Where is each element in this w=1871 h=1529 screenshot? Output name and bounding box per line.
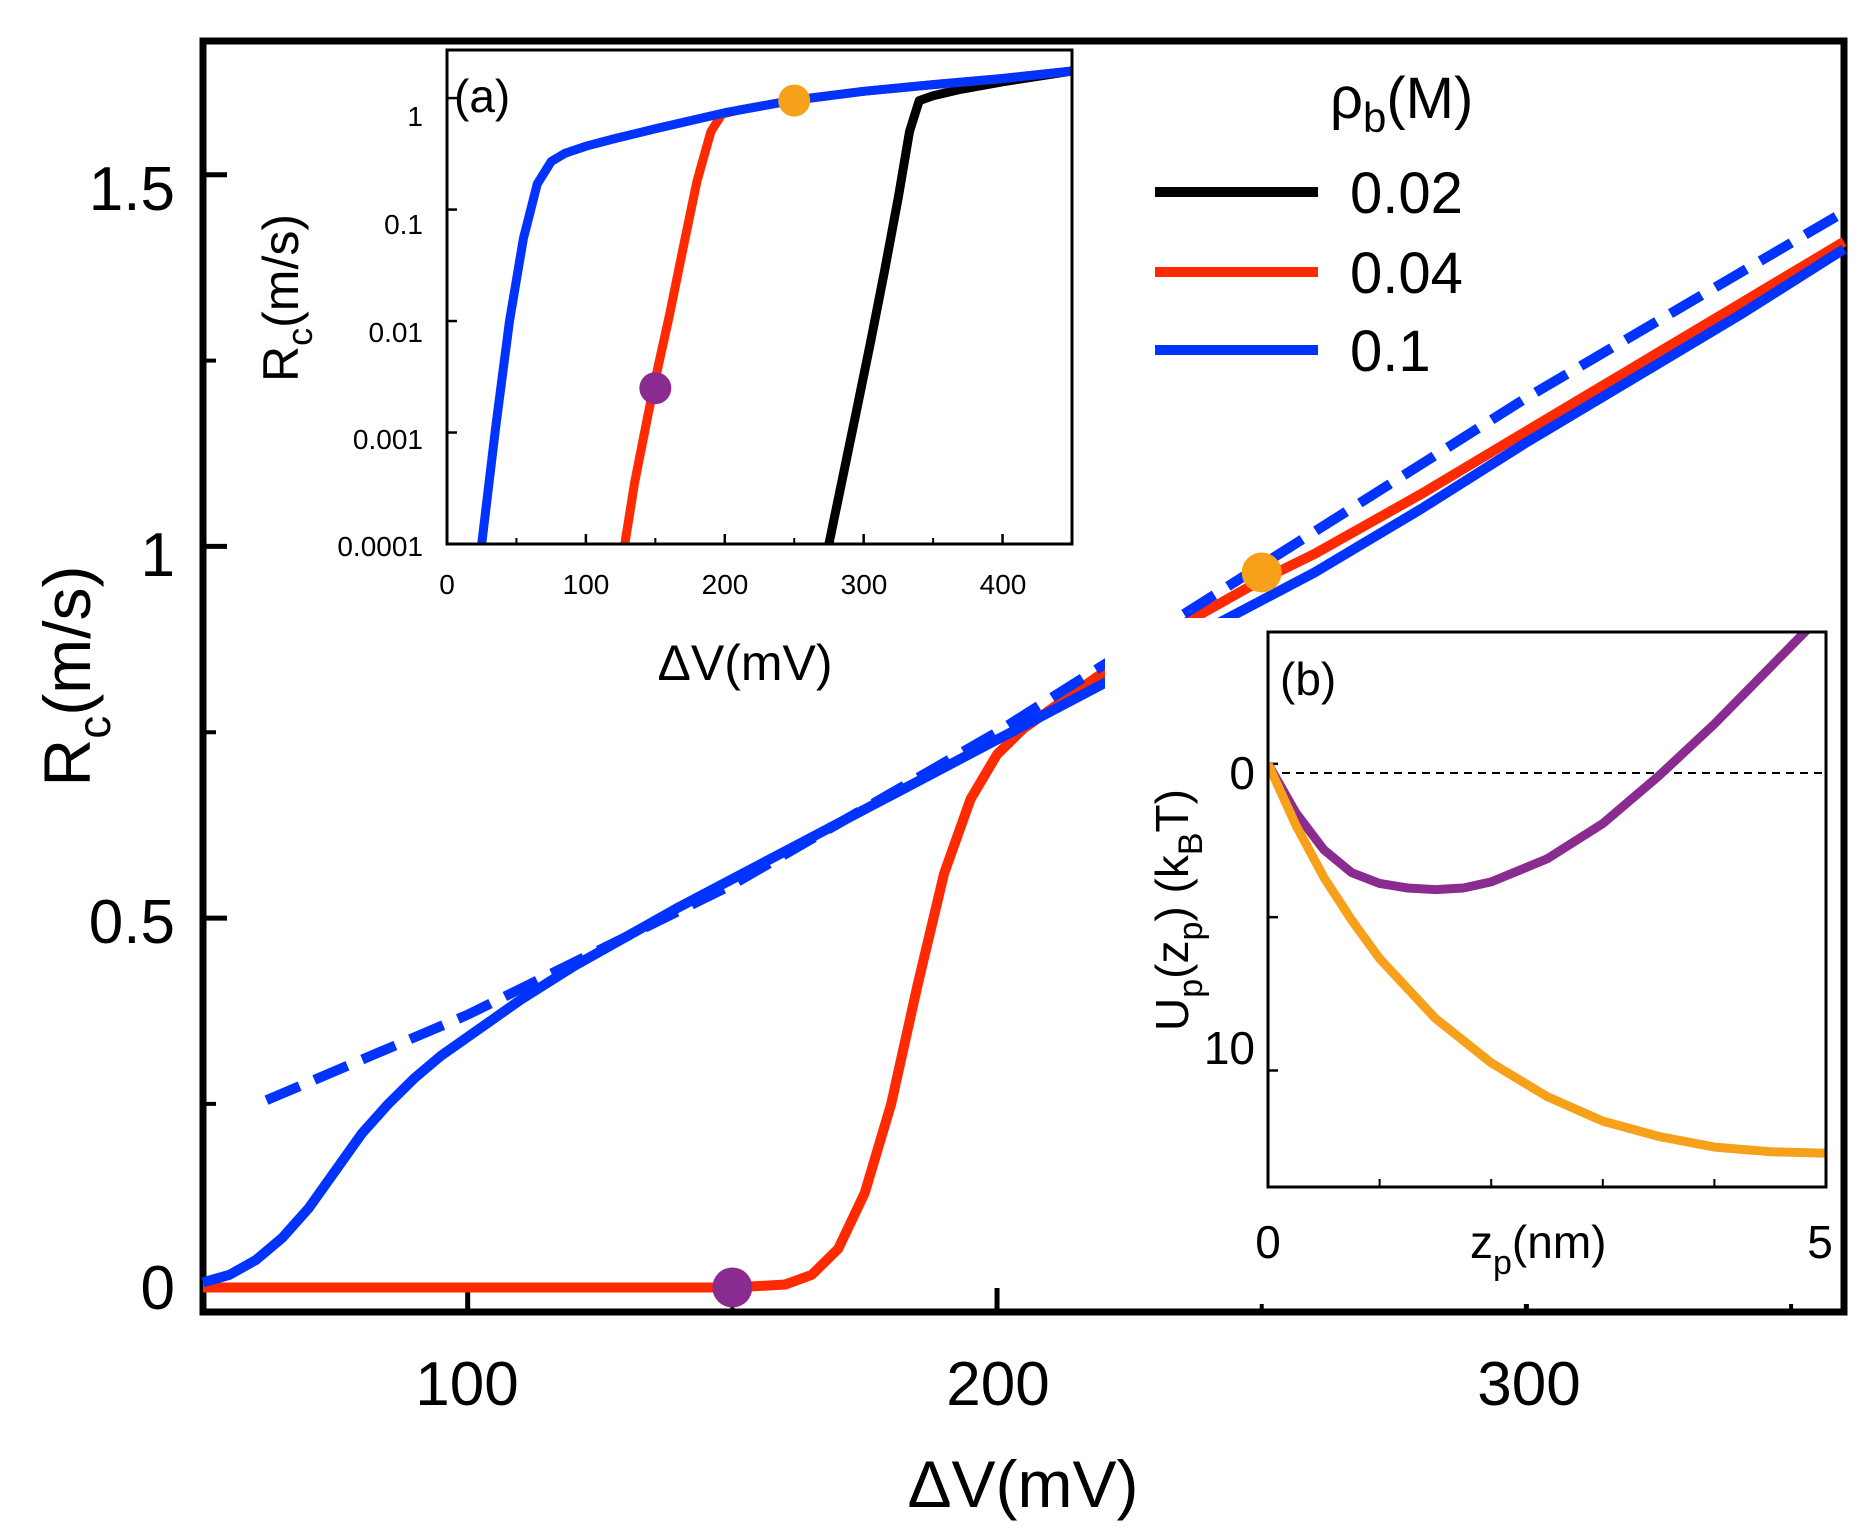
inset-b-x-tick-label: 0 xyxy=(1255,1216,1281,1268)
inset-b-series-orange xyxy=(1268,762,1826,1158)
inset-a-background xyxy=(440,50,1072,548)
main-series-0.1-dashed xyxy=(264,207,1847,1105)
inset-a-y-tick-label: 0.1 xyxy=(384,209,423,240)
inset-b-series-purple xyxy=(1268,632,1812,895)
main-x-axis-label: ΔV(mV) xyxy=(907,1447,1138,1521)
main-x-tick-label: 300 xyxy=(1477,1350,1580,1419)
legend-title-main: ρ xyxy=(1330,66,1363,131)
main-y-axis-label: Rc(m/s) xyxy=(30,566,120,787)
inset-a-x-tick-label: 100 xyxy=(563,569,610,600)
svg-text:Rc(m/s): Rc(m/s) xyxy=(30,566,120,787)
inset-b: (b) 0 10 0 5 zp(nm) Up(zp) (kBT) xyxy=(1105,618,1833,1304)
inset-b-y-label-part: (z xyxy=(1146,940,1198,978)
main-marker-1 xyxy=(1241,552,1282,593)
legend-title: ρb(M) xyxy=(1330,66,1473,141)
inset-a-frame xyxy=(445,48,1074,546)
inset-b-x-tick-label: 5 xyxy=(1807,1216,1833,1268)
inset-a-y-tick-label: 1 xyxy=(407,101,423,132)
main-markers xyxy=(712,552,1282,1308)
main-plot-frame xyxy=(199,37,1848,1316)
inset-b-y-tick-label: 10 xyxy=(1204,1022,1255,1074)
inset-a-y-tick-label: 0.0001 xyxy=(337,531,423,562)
inset-a-y-axis-label: Rc(m/s) xyxy=(253,214,320,382)
legend-label-0.04: 0.04 xyxy=(1350,241,1463,306)
inset-a-marker-0 xyxy=(639,372,672,405)
inset-a-series-0.02 xyxy=(824,66,1073,545)
inset-b-x-label-tail: (nm) xyxy=(1512,1216,1607,1268)
inset-a-panel-label: (a) xyxy=(454,70,510,122)
main-plot: 100 200 300 0 0.5 1 1.5 ΔV(mV) Rc(m/s) ρ… xyxy=(30,37,1848,1521)
main-y-tick-label: 0.5 xyxy=(89,888,175,957)
legend-label-0.1: 0.1 xyxy=(1350,319,1431,384)
main-x-tick-label: 200 xyxy=(946,1350,1049,1419)
inset-b-x-label-sub: p xyxy=(1493,1244,1512,1282)
inset-b-y-label-part: p xyxy=(1172,979,1210,998)
svg-text:Rc(m/s): Rc(m/s) xyxy=(253,214,320,382)
inset-a-y-tick-label: 0.001 xyxy=(353,424,423,455)
inset-a: (a) 1 0.1 0.01 0.001 0.0001 0 100 200 30… xyxy=(253,48,1074,691)
inset-b-y-label-part: p xyxy=(1172,922,1210,941)
inset-b-y-label-part: T) xyxy=(1146,789,1198,832)
main-y-label-tail: (m/s) xyxy=(30,566,104,716)
legend-title-tail: (M) xyxy=(1386,66,1473,131)
inset-b-x-axis-label: zp(nm) xyxy=(1470,1216,1606,1282)
svg-text:Up(zp) (kBT): Up(zp) (kBT) xyxy=(1146,789,1210,1031)
main-marker-0 xyxy=(712,1267,753,1308)
main-y-label-main: R xyxy=(30,739,104,787)
inset-b-curves xyxy=(1268,632,1826,1158)
inset-a-y-tick-label: 0.01 xyxy=(369,317,424,348)
inset-a-series-0.1 xyxy=(477,66,1073,545)
inset-a-x-tick-label: 0 xyxy=(439,569,455,600)
main-y-tick-label: 1.5 xyxy=(89,155,175,224)
inset-a-x-tick-label: 200 xyxy=(702,569,749,600)
main-series-0.04 xyxy=(203,237,1847,1293)
legend-title-sub: b xyxy=(1363,94,1386,141)
main-curves xyxy=(201,207,1847,1293)
inset-a-marker-1 xyxy=(778,84,811,117)
legend-label-0.02: 0.02 xyxy=(1350,161,1463,226)
inset-a-y-label-tail: (m/s) xyxy=(253,214,309,328)
main-y-label-sub: c xyxy=(68,716,120,739)
inset-a-y-label-sub: c xyxy=(279,328,320,346)
inset-b-x-label-main: z xyxy=(1470,1216,1493,1268)
inset-b-frame xyxy=(1266,630,1828,1189)
inset-a-x-tick-label: 300 xyxy=(841,569,888,600)
inset-b-y-axis-label: Up(zp) (kBT) xyxy=(1146,789,1210,1031)
inset-b-y-label-part: U xyxy=(1146,998,1198,1031)
main-y-tick-label: 0 xyxy=(141,1254,175,1323)
inset-a-x-tick-label: 400 xyxy=(980,569,1027,600)
inset-a-y-label-main: R xyxy=(253,346,309,382)
main-x-tick-label: 100 xyxy=(415,1350,518,1419)
legend: ρb(M) 0.02 0.04 0.1 xyxy=(1155,66,1473,384)
inset-a-x-axis-label: ΔV(mV) xyxy=(657,635,832,691)
inset-b-y-label-part: ) (k xyxy=(1146,854,1198,921)
inset-b-panel-label: (b) xyxy=(1280,653,1336,705)
inset-b-y-label-part: B xyxy=(1172,832,1210,855)
inset-a-markers xyxy=(639,84,811,405)
inset-b-y-tick-label: 0 xyxy=(1229,747,1255,799)
main-y-tick-label: 1 xyxy=(141,521,175,590)
